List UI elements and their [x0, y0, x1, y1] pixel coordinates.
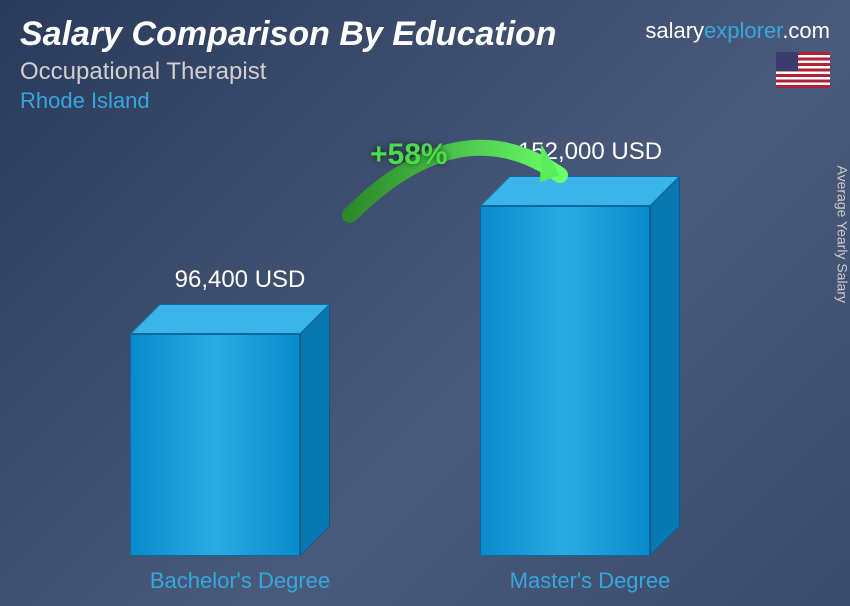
bar-side [650, 176, 680, 556]
bar-top [480, 176, 680, 206]
bar-value: 152,000 USD [480, 138, 700, 166]
bar-front [480, 206, 650, 556]
location-label: Rhode Island [20, 88, 830, 114]
bar-value: 96,400 USD [130, 266, 350, 294]
increase-percent: +58% [370, 138, 448, 172]
bar-label: Bachelor's Degree [130, 568, 350, 594]
job-subtitle: Occupational Therapist [20, 58, 830, 86]
us-flag-icon [776, 52, 830, 88]
bar-top [130, 304, 330, 334]
bar-bachelors: 96,400 USD Bachelor's Degree [130, 334, 330, 556]
brand-suffix: .com [782, 18, 830, 43]
brand-mid: explorer [704, 18, 782, 43]
salary-chart: 96,400 USD Bachelor's Degree 152,000 USD… [0, 130, 850, 606]
bar-masters: 152,000 USD Master's Degree [480, 206, 680, 556]
brand-logo: salaryexplorer.com [645, 18, 830, 44]
bar-label: Master's Degree [480, 568, 700, 594]
bar-side [300, 304, 330, 556]
bar-front [130, 334, 300, 556]
brand-prefix: salary [645, 18, 704, 43]
